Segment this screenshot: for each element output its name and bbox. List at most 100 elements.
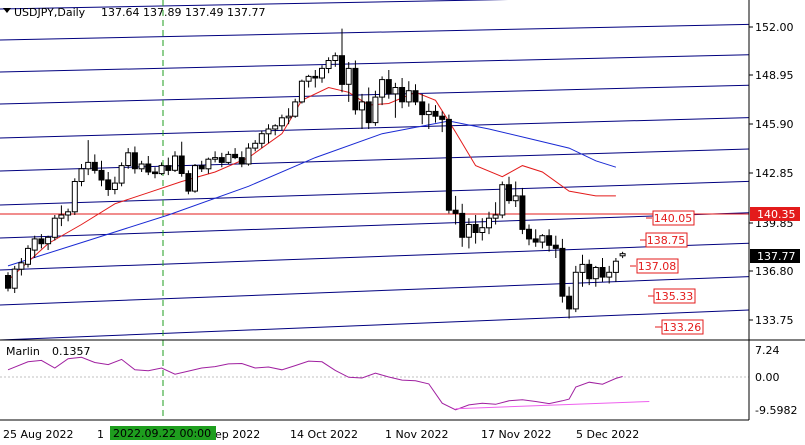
bearish-candle — [178, 155, 185, 174]
date-label: 14 Oct 2022 — [290, 428, 358, 441]
bearish-candle — [5, 275, 11, 289]
channel-line[interactable] — [0, 0, 749, 10]
bullish-candle — [298, 80, 305, 103]
bearish-candle — [98, 169, 105, 181]
bullish-candle — [18, 262, 25, 270]
date-label: 1 Nov 2022 — [385, 428, 448, 441]
bullish-candle — [212, 157, 219, 160]
target-label-box-1[interactable] — [652, 210, 695, 226]
bullish-candle — [138, 163, 145, 170]
channel-line[interactable] — [0, 180, 750, 206]
bullish-candle — [172, 155, 178, 171]
channel-line[interactable] — [0, 54, 750, 73]
bearish-candle — [559, 247, 566, 297]
channel-line[interactable] — [0, 276, 750, 306]
indicator-tick: -9.5982 — [755, 404, 797, 417]
channel-line[interactable] — [0, 84, 750, 105]
bullish-candle — [392, 87, 399, 95]
crosshair-date-label-box — [110, 426, 216, 440]
bearish-candle — [532, 238, 539, 243]
date-label: ep 2022 — [215, 428, 260, 441]
target-label-box-3[interactable] — [636, 258, 679, 274]
date-axis[interactable]: 25 Aug 2022 1 ep 2022 14 Oct 2022 1 Nov … — [0, 419, 749, 441]
bullish-candle — [492, 214, 499, 219]
bullish-candle — [332, 55, 339, 62]
bullish-candle — [45, 236, 52, 245]
symbol-label: USDJPY,Daily — [14, 6, 86, 19]
bullish-candle — [325, 60, 332, 69]
bearish-candle — [586, 263, 593, 280]
symbol-header: USDJPY,Daily 137.64 137.89 137.49 137.77 — [3, 6, 265, 19]
bullish-candle — [465, 224, 472, 238]
bearish-candle — [165, 165, 172, 171]
bullish-candle — [486, 217, 492, 229]
target-label-4: 135.33 — [655, 290, 694, 303]
channel-line[interactable] — [0, 242, 750, 271]
bearish-candle — [312, 75, 319, 79]
bearish-candle — [459, 212, 466, 238]
channel-line[interactable] — [0, 117, 750, 139]
bullish-candle — [606, 271, 613, 278]
target-label-5: 133.26 — [663, 321, 702, 334]
indicator-pane[interactable]: Marlin 0.1357 7.24 0.00 -9.5982 — [0, 340, 797, 420]
bullish-candle — [345, 67, 352, 85]
channel-line[interactable] — [0, 309, 750, 341]
bullish-candle — [111, 182, 118, 191]
bearish-candle — [432, 110, 439, 117]
bullish-candle — [292, 101, 299, 117]
divergence-line[interactable] — [455, 401, 650, 410]
date-label: 17 Nov 2022 — [481, 428, 551, 441]
bullish-candle — [25, 247, 31, 265]
bullish-candle — [285, 115, 292, 119]
bullish-candle — [572, 271, 579, 310]
target-label-box-4[interactable] — [653, 288, 696, 304]
bearish-candle — [145, 163, 152, 173]
bullish-candle — [192, 165, 198, 192]
bearish-candle — [105, 179, 112, 190]
bearish-candle — [472, 224, 479, 233]
price-tick: 145.90 — [755, 118, 794, 131]
indicator-tick: 7.24 — [755, 344, 780, 357]
channel-line[interactable] — [0, 212, 750, 239]
current-price-label — [750, 249, 800, 263]
price-tick: 148.95 — [755, 69, 794, 82]
bullish-candle — [51, 217, 58, 238]
bearish-candle — [198, 165, 205, 170]
bearish-candle — [91, 161, 98, 171]
bullish-candle — [71, 181, 78, 213]
price-tick: 136.80 — [755, 265, 794, 278]
collapse-arrow-icon[interactable] — [3, 8, 11, 13]
marlin-oscillator-line — [7, 356, 623, 411]
bullish-candle — [305, 75, 312, 82]
bullish-candle — [425, 110, 432, 116]
bullish-candle — [359, 101, 365, 111]
bearish-candle — [131, 152, 138, 170]
price-tick: 152.00 — [755, 21, 794, 34]
bullish-candle — [278, 117, 285, 127]
bullish-candle — [225, 153, 232, 163]
bullish-candle — [619, 253, 626, 257]
bullish-candle — [78, 168, 85, 183]
bearish-candle — [352, 67, 359, 111]
target-label-2: 138.75 — [647, 234, 686, 247]
ohlc-values: 137.64 137.89 137.49 137.77 — [101, 6, 265, 19]
bearish-candle — [412, 90, 419, 103]
bullish-candle — [11, 268, 18, 289]
bearish-candle — [566, 295, 573, 310]
target-label-box-2[interactable] — [645, 232, 688, 248]
bullish-candle — [579, 263, 586, 273]
target-label-box-5[interactable] — [661, 319, 704, 335]
channel-line[interactable] — [0, 23, 750, 41]
channel-line[interactable] — [0, 148, 750, 172]
target-labels: 140.05 138.75 137.08 135.33 133.26 — [630, 210, 704, 335]
bullish-candle — [479, 227, 486, 233]
bullish-candle — [158, 165, 165, 175]
bearish-candle — [152, 171, 158, 175]
bearish-candle — [452, 209, 459, 214]
bearish-candle — [419, 101, 426, 116]
bullish-candle — [58, 214, 65, 219]
price-pane[interactable]: USDJPY,Daily 137.64 137.89 137.49 137.77… — [0, 0, 750, 420]
price-axis[interactable]: 152.00 148.95 145.90 142.85 139.85 136.8… — [748, 0, 800, 420]
